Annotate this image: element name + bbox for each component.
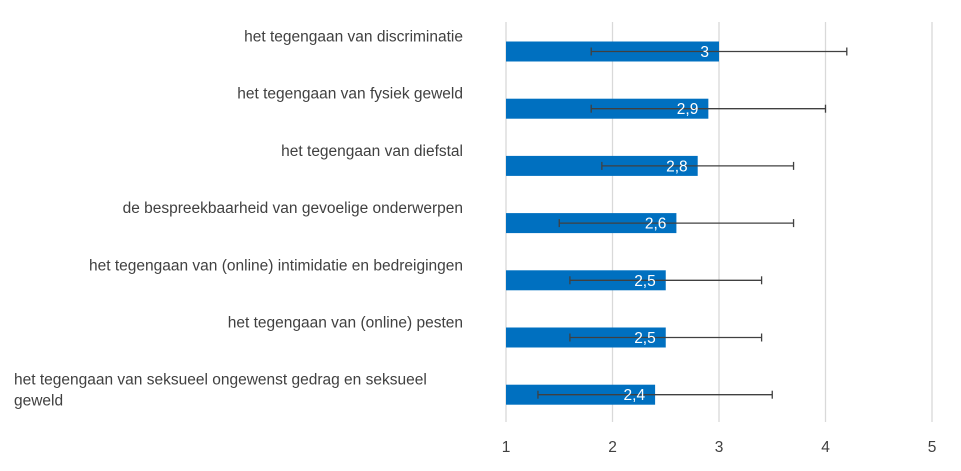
category-label: het tegengaan van (online) intimidatie e… (89, 257, 463, 274)
x-tick-label: 4 (821, 439, 830, 456)
data-label: 2,8 (666, 158, 688, 175)
category-label: de bespreekbaarheid van gevoelige onderw… (123, 200, 463, 217)
x-axis-tick-labels: 1 2 3 4 5 (502, 439, 937, 456)
data-labels: 3 2,9 2,8 2,6 2,5 2,5 2,4 (624, 44, 709, 404)
category-label-line: geweld (14, 393, 63, 410)
category-label: het tegengaan van seksueel ongewenst ged… (14, 372, 427, 410)
x-tick-label: 5 (928, 439, 937, 456)
x-tick-label: 1 (502, 439, 511, 456)
category-label-line: het tegengaan van seksueel ongewenst ged… (14, 372, 427, 389)
data-label: 2,5 (634, 273, 656, 290)
data-label: 2,4 (624, 387, 646, 404)
error-bars (537, 47, 848, 399)
data-label: 2,9 (677, 101, 699, 118)
gridlines (505, 22, 933, 422)
category-label: het tegengaan van fysiek geweld (237, 86, 463, 103)
category-labels: het tegengaan van discriminatie het tegen… (14, 29, 463, 410)
data-label: 2,6 (645, 216, 667, 233)
category-label: het tegengaan van discriminatie (244, 29, 463, 46)
category-label: het tegengaan van diefstal (281, 143, 463, 160)
category-label: het tegengaan van (online) pesten (228, 315, 463, 332)
x-tick-label: 3 (715, 439, 724, 456)
x-tick-label: 2 (608, 439, 617, 456)
data-label: 3 (700, 44, 709, 61)
data-label: 2,5 (634, 330, 656, 347)
